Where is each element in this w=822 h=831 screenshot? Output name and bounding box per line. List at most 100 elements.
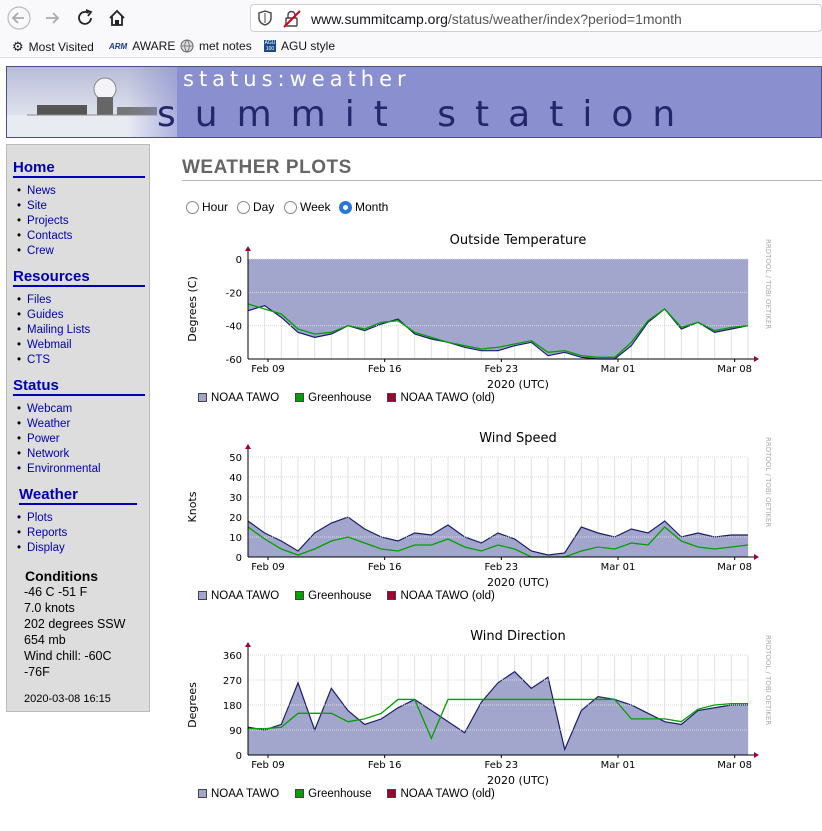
sidebar-item-site[interactable]: Site <box>17 199 72 214</box>
period-label: Hour <box>202 200 229 214</box>
x-axis-arrow <box>754 554 759 560</box>
sidebar-item-news[interactable]: News <box>17 184 72 199</box>
period-label: Day <box>253 200 275 214</box>
y-tick-label: 50 <box>229 453 242 464</box>
sidebar-item-contacts[interactable]: Contacts <box>17 229 72 244</box>
reload-button[interactable] <box>72 6 98 30</box>
radio-week[interactable] <box>284 200 297 214</box>
legend-swatch <box>198 393 207 402</box>
y-axis-label: Degrees <box>186 682 199 728</box>
legend-noaa-tawo-old: NOAA TAWO (old) <box>387 788 495 800</box>
y-tick-label: 90 <box>229 726 242 737</box>
x-axis-arrow <box>754 752 759 758</box>
home-icon <box>109 9 125 26</box>
url-text: www.summitcamp.org/status/weather/index?… <box>311 11 682 27</box>
period-option-hour[interactable]: Hour <box>186 200 228 214</box>
y-tick-label: 0 <box>236 751 242 762</box>
bookmark-met-notes[interactable]: met notes <box>180 39 252 53</box>
sidebar-item-weather[interactable]: Weather <box>17 417 101 432</box>
legend-swatch <box>295 393 305 402</box>
forward-button[interactable] <box>40 6 66 30</box>
conditions-wind-chill-f: -76F <box>24 665 50 679</box>
back-button[interactable] <box>6 6 32 30</box>
bookmark-aware[interactable]: ARM AWARE <box>109 39 175 53</box>
radio-day[interactable] <box>237 200 250 214</box>
legend-noaa-tawo: NOAA TAWO <box>198 788 279 800</box>
legend-noaa-tawo: NOAA TAWO <box>198 392 279 404</box>
legend-label: Greenhouse <box>308 590 372 602</box>
legend-greenhouse: Greenhouse <box>295 590 371 602</box>
conditions-heading: Conditions <box>25 568 99 584</box>
legend-label: NOAA TAWO (old) <box>400 788 495 800</box>
sidebar-item-webmail[interactable]: Webmail <box>17 338 90 353</box>
bookmark-agu-style[interactable]: AGU 100 AGU style <box>264 39 335 53</box>
radio-hour[interactable] <box>186 200 199 214</box>
sidebar-heading-status[interactable]: Status <box>13 377 145 396</box>
sidebar-item-crew[interactable]: Crew <box>17 244 72 259</box>
agu-logo-icon: AGU 100 <box>264 40 276 52</box>
sidebar-item-reports[interactable]: Reports <box>17 526 67 541</box>
sidebar-list-status: Webcam Weather Power Network Environment… <box>17 402 101 477</box>
legend-swatch <box>295 591 305 600</box>
x-tick-label: Mar 08 <box>717 760 752 771</box>
sidebar-item-plots[interactable]: Plots <box>17 511 67 526</box>
bookmark-label: AWARE <box>132 39 176 53</box>
y-tick-label: 10 <box>229 533 242 544</box>
radio-month[interactable] <box>339 200 352 214</box>
legend-label: Greenhouse <box>308 392 372 404</box>
sidebar-item-mailing-lists[interactable]: Mailing Lists <box>17 323 90 338</box>
y-axis-arrow <box>245 642 251 647</box>
banner-title: summit station <box>157 94 695 135</box>
legend-label: NOAA TAWO <box>211 392 280 404</box>
bookmark-most-visited[interactable]: ⚙ Most Visited <box>12 39 94 55</box>
sidebar-item-power[interactable]: Power <box>17 432 101 447</box>
sidebar-item-cts[interactable]: CTS <box>17 353 90 368</box>
url-bar[interactable]: www.summitcamp.org/status/weather/index?… <box>250 4 822 32</box>
globe-icon <box>180 39 194 53</box>
wind-speed-legend: NOAA TAWO Greenhouse NOAA TAWO (old) <box>198 590 495 602</box>
sidebar-item-webcam[interactable]: Webcam <box>17 402 101 417</box>
sidebar-item-guides[interactable]: Guides <box>17 308 90 323</box>
sidebar-item-projects[interactable]: Projects <box>17 214 72 229</box>
series-line-greenhouse <box>247 303 749 358</box>
y-tick-label: 30 <box>229 493 242 504</box>
gear-icon: ⚙ <box>12 39 24 54</box>
banner-fade <box>127 67 207 137</box>
legend-label: NOAA TAWO <box>211 590 280 602</box>
y-tick-label: -40 <box>226 322 242 333</box>
period-option-week[interactable]: Week <box>284 200 330 214</box>
legend-noaa-tawo-old: NOAA TAWO (old) <box>387 590 495 602</box>
bookmark-label: met notes <box>199 39 252 53</box>
bookmark-label: Most Visited <box>28 40 94 54</box>
page-title: WEATHER PLOTS <box>182 157 352 178</box>
x-tick-label: Mar 08 <box>717 562 752 573</box>
browser-toolbar: www.summitcamp.org/status/weather/index?… <box>0 0 822 36</box>
legend-label: NOAA TAWO (old) <box>400 392 495 404</box>
sidebar-heading-weather[interactable]: Weather <box>19 486 137 505</box>
insecure-lock-icon[interactable] <box>283 10 301 28</box>
x-axis-label: 2020 (UTC) <box>487 378 549 391</box>
x-tick-label: Mar 01 <box>601 760 636 771</box>
sidebar-item-environmental[interactable]: Environmental <box>17 462 101 477</box>
series-area-noaa-tawo <box>248 259 748 359</box>
y-axis-arrow <box>245 444 251 449</box>
sidebar: Home News Site Projects Contacts Crew Re… <box>6 144 150 712</box>
sidebar-heading-home[interactable]: Home <box>13 159 145 178</box>
period-option-month[interactable]: Month <box>339 200 388 214</box>
conditions-timestamp: 2020-03-08 16:15 <box>24 693 111 705</box>
bookmark-label: AGU style <box>281 39 336 53</box>
home-button[interactable] <box>104 6 130 30</box>
x-tick-label: Feb 16 <box>368 562 402 573</box>
period-option-day[interactable]: Day <box>237 200 274 214</box>
conditions-pressure: 654 mb <box>24 633 66 647</box>
banner-subtitle: status:weather <box>183 67 411 91</box>
sidebar-item-display[interactable]: Display <box>17 541 67 556</box>
legend-swatch <box>387 591 397 600</box>
series-line-greenhouse <box>247 526 749 558</box>
rrdtool-watermark: RRDTOOL / TOBI OETIKER <box>764 239 772 329</box>
shield-icon[interactable] <box>257 10 273 26</box>
sidebar-item-files[interactable]: Files <box>17 293 90 308</box>
sidebar-heading-resources[interactable]: Resources <box>13 268 145 287</box>
conditions-wind-direction: 202 degrees SSW <box>24 617 126 631</box>
sidebar-item-network[interactable]: Network <box>17 447 101 462</box>
